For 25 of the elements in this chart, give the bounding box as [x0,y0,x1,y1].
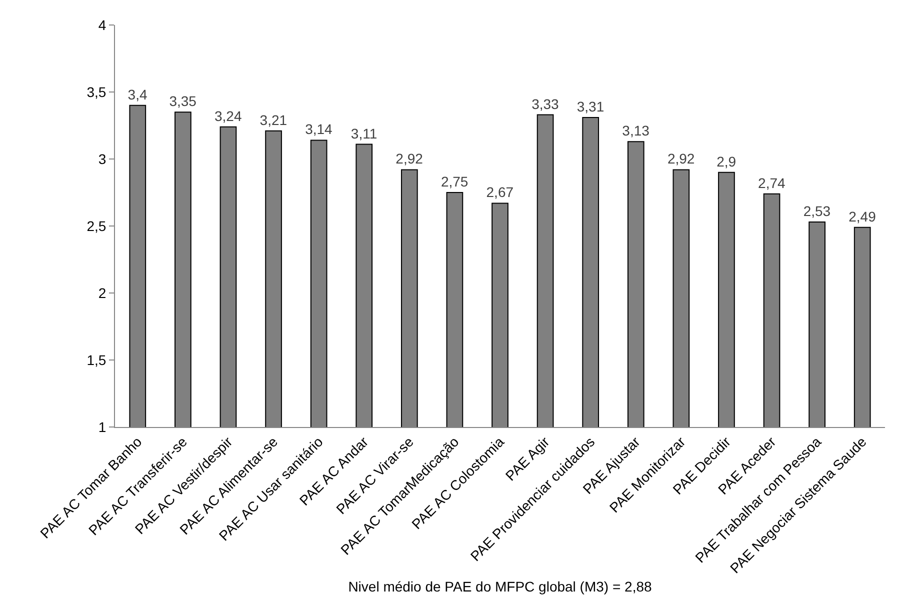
data-label: 3,13 [622,122,650,139]
data-label: 2,9 [716,153,736,170]
data-label: 2,49 [848,208,876,224]
y-tick-label: 1 [98,418,106,435]
data-label: 2,67 [486,184,514,200]
data-label: 2,92 [667,150,695,167]
y-tick-label: 3 [98,150,106,167]
data-label: 3,35 [169,93,197,110]
data-label: 3,24 [214,108,242,124]
y-tick-label: 2,5 [86,218,106,234]
data-label: 3,31 [576,98,604,114]
data-label: 3,14 [305,121,333,138]
y-tick-label: 4 [98,16,106,33]
data-label: 2,74 [758,174,786,191]
data-label: 2,92 [396,150,424,167]
data-label: 3,11 [350,125,378,142]
y-tick-label: 2 [98,284,106,301]
data-label: 3,4 [128,86,148,102]
data-label: 3,33 [532,96,560,112]
data-label: 2,75 [440,174,468,190]
data-label: 2,53 [803,202,831,219]
data-label: 3,21 [260,112,288,128]
y-tick-label: 1,5 [86,352,106,368]
x-axis-title: Nivel médio de PAE do MFPC global (M3) = 2,88 [348,578,652,595]
y-tick-label: 3,5 [86,84,106,100]
